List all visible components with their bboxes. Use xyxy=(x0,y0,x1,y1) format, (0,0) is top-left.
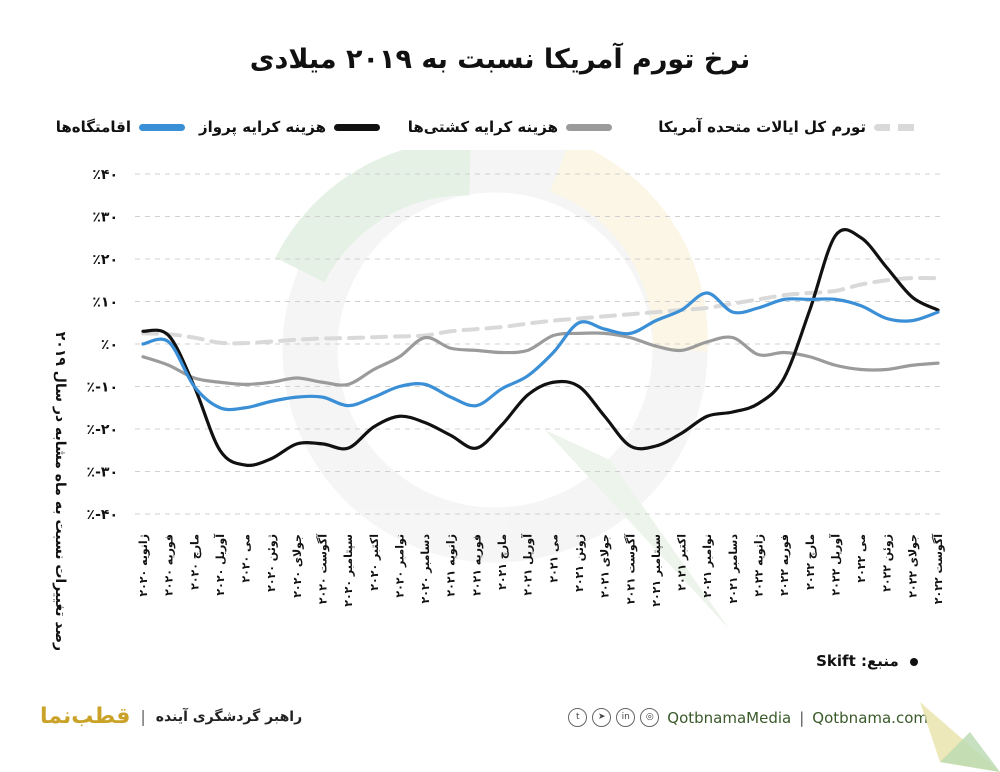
legend-label-cruise: هزینه کرایه کشتی‌ها xyxy=(407,118,558,136)
series-line-us-inflation xyxy=(141,275,940,346)
footer-separator: | xyxy=(799,708,805,727)
twitter-icon[interactable]: t xyxy=(568,708,588,727)
x-tick-label: اکتبر ۲۰۲۱ xyxy=(676,534,689,591)
watermark-logo xyxy=(275,150,730,630)
y-tick-label: ٪۱۰ xyxy=(92,295,118,311)
x-tick-label: دسامبر ۲۰۲۱ xyxy=(727,534,740,604)
instagram-icon[interactable]: ◎ xyxy=(640,708,660,727)
x-tick-label: ژوئن ۲۰۲۰ xyxy=(265,534,278,592)
social-icons: t ➤ in ◎ xyxy=(568,708,660,727)
brand-block: قطب‌نما | راهبر گردشگری آینده xyxy=(40,704,302,729)
x-axis-ticks: ژانویه ۲۰۲۰ فوریه ۲۰۲۰ مارچ ۲۰۲۰ آوریل ۲۰۲۰… xyxy=(137,534,945,607)
legend-label-lodging: اقامتگاه‌ها xyxy=(55,118,131,136)
x-tick-label: جولای ۲۰۲۱ xyxy=(599,534,612,598)
x-tick-label: جولای ۲۰۲۲ xyxy=(906,534,919,598)
bullet-icon xyxy=(910,658,918,666)
series-line-lodging xyxy=(141,291,940,412)
x-tick-label: ژوئن ۲۰۲۲ xyxy=(881,534,894,592)
x-tick-label: آگوست ۲۰۲۲ xyxy=(931,534,945,604)
media-handle[interactable]: QotbnamaMedia xyxy=(667,708,792,727)
legend-item-airfare: هزینه کرایه پرواز xyxy=(199,114,380,140)
x-tick-label: آوریل ۲۰۲۲ xyxy=(828,534,842,596)
x-tick-label: مارچ ۲۰۲۲ xyxy=(804,534,818,590)
x-tick-label: نوامبر ۲۰۲۱ xyxy=(701,534,714,598)
linkedin-icon[interactable]: in xyxy=(616,708,636,727)
y-tick-label: ٪۲۰ xyxy=(92,252,118,268)
x-tick-label: سپتامبر ۲۰۲۱ xyxy=(650,534,663,607)
y-tick-label: ٪-۳۰ xyxy=(87,465,118,481)
y-tick-label: ٪۴۰ xyxy=(92,167,118,183)
x-tick-label: اکتبر ۲۰۲۰ xyxy=(368,534,381,591)
brand-tagline: راهبر گردشگری آینده xyxy=(155,708,303,725)
y-tick-label: ٪-۲۰ xyxy=(87,422,118,438)
legend-label-airfare: هزینه کرایه پرواز xyxy=(198,118,326,136)
brand-logo: قطب‌نما xyxy=(40,704,131,729)
x-tick-label: فوریه ۲۰۲۰ xyxy=(163,534,176,596)
legend-item-us-inflation: تورم کل ایالات متحده آمریکا xyxy=(658,114,920,140)
telegram-icon[interactable]: ➤ xyxy=(592,708,612,727)
legend-label-us-inflation: تورم کل ایالات متحده آمریکا xyxy=(658,118,866,136)
corner-decoration xyxy=(920,702,1000,772)
footer-links: t ➤ in ◎ QotbnamaMedia | Qotbnama.com xyxy=(568,708,928,727)
x-tick-label: فوریه ۲۰۲۲ xyxy=(778,534,791,596)
x-tick-label: آگوست ۲۰۲۱ xyxy=(623,534,637,604)
y-tick-label: ٪-۴۰ xyxy=(87,507,118,523)
x-tick-label: ژانویه ۲۰۲۰ xyxy=(137,534,150,597)
legend-swatch-airfare xyxy=(334,123,380,131)
x-tick-label: دسامبر ۲۰۲۰ xyxy=(419,534,432,604)
x-tick-label: سپتامبر ۲۰۲۰ xyxy=(342,534,355,607)
x-tick-label: نوامبر ۲۰۲۰ xyxy=(393,534,406,598)
x-tick-label: آوریل ۲۰۲۱ xyxy=(521,534,535,596)
x-tick-label: می ۲۰۲۱ xyxy=(547,534,560,583)
brand-divider: | xyxy=(140,707,146,726)
x-tick-label: می ۲۰۲۲ xyxy=(855,534,868,583)
legend-swatch-us-inflation xyxy=(874,123,920,131)
legend-swatch-cruise xyxy=(566,123,612,131)
x-tick-label: مارچ ۲۰۲۱ xyxy=(496,534,510,590)
y-tick-label: ٪۰ xyxy=(101,337,118,353)
x-tick-label: آگوست ۲۰۲۰ xyxy=(316,534,330,604)
legend: تورم کل ایالات متحده آمریکا هزینه کرایه … xyxy=(56,114,920,140)
x-tick-label: مارچ ۲۰۲۰ xyxy=(188,534,202,590)
y-tick-label: ٪۳۰ xyxy=(92,210,118,226)
website-link[interactable]: Qotbnama.com xyxy=(812,708,928,727)
y-tick-label: ٪-۱۰ xyxy=(87,380,118,396)
series-line-cruise xyxy=(141,331,940,387)
legend-item-lodging: اقامتگاه‌ها xyxy=(56,114,185,140)
legend-item-cruise: هزینه کرایه کشتی‌ها xyxy=(408,114,612,140)
x-tick-label: آوریل ۲۰۲۰ xyxy=(213,534,227,596)
gridlines xyxy=(135,173,940,515)
y-axis-ticks: ٪۴۰ ٪۳۰ ٪۲۰ ٪۱۰ ٪۰ ٪-۱۰ ٪-۲۰ ٪-۳۰ ٪-۴۰ xyxy=(87,167,118,523)
x-tick-label: ژانویه ۲۰۲۱ xyxy=(445,534,458,597)
x-tick-label: فوریه ۲۰۲۱ xyxy=(470,534,483,596)
chart-title: نرخ تورم آمریکا نسبت به ۲۰۱۹ میلادی xyxy=(249,44,751,75)
y-axis-label: درصد تغییرات نسبت به ماه مشابه در سال ۲۰… xyxy=(52,332,68,650)
source-note: منبع: Skift xyxy=(816,652,918,670)
series-line-airfare xyxy=(141,228,940,468)
source-label: منبع: Skift xyxy=(816,652,899,670)
legend-swatch-lodging xyxy=(139,123,185,131)
series-lines xyxy=(141,228,940,468)
x-tick-label: ژوئن ۲۰۲۱ xyxy=(573,534,586,592)
x-tick-label: می ۲۰۲۰ xyxy=(240,534,253,583)
line-chart: ٪۴۰ ٪۳۰ ٪۲۰ ٪۱۰ ٪۰ ٪-۱۰ ٪-۲۰ ٪-۳۰ ٪-۴۰ ژانویه ۲۰… xyxy=(52,150,945,650)
x-tick-label: ژانویه ۲۰۲۲ xyxy=(752,534,765,597)
x-tick-label: جولای ۲۰۲۰ xyxy=(291,534,304,598)
